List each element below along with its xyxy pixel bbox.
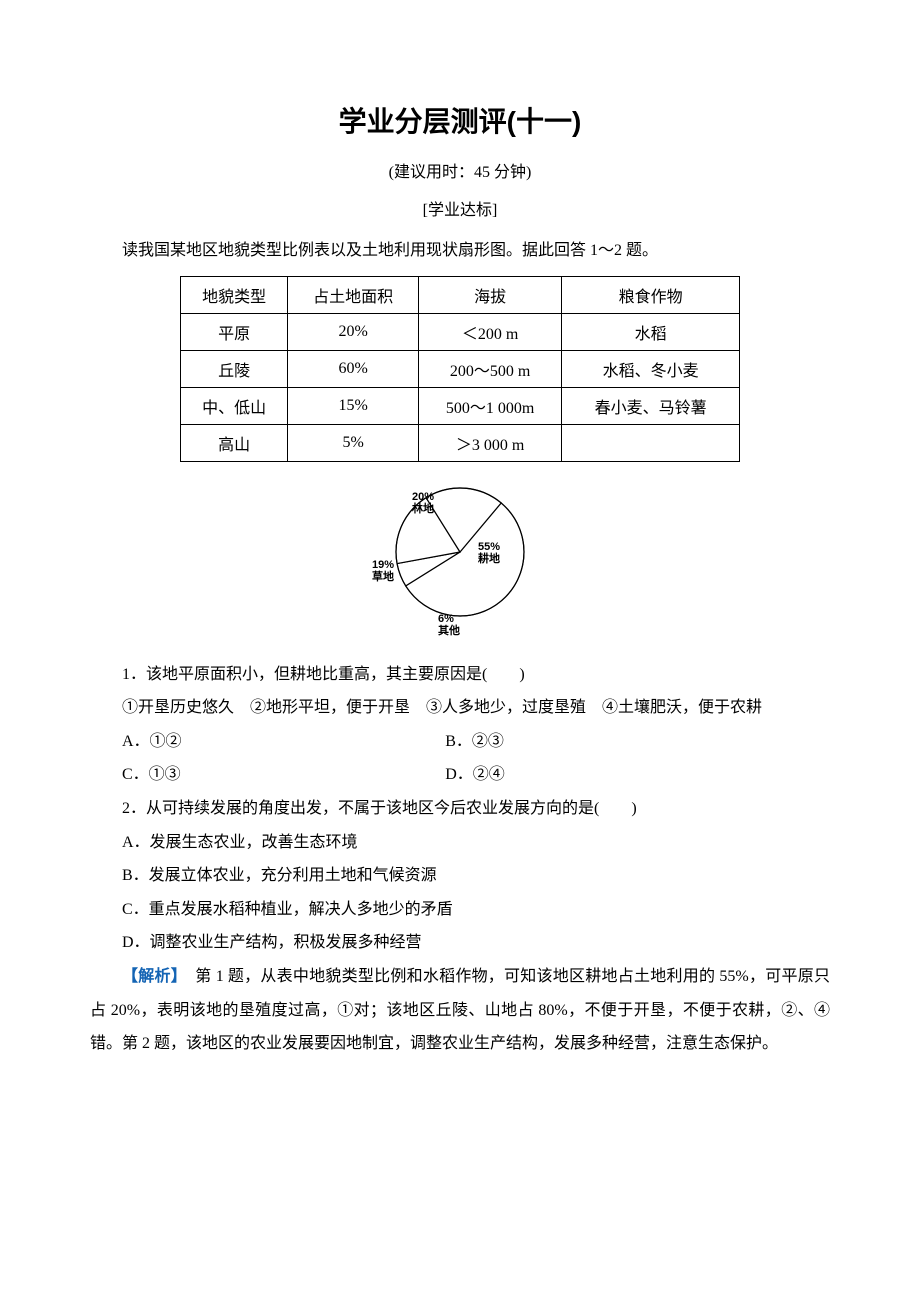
td: 平原 — [181, 313, 288, 350]
svg-text:6%: 6% — [438, 613, 454, 625]
q2-option-c: C．重点发展水稻种植业，解决人多地少的矛盾 — [90, 893, 830, 927]
td: 15% — [288, 387, 419, 424]
intro-text: 读我国某地区地貌类型比例表以及土地利用现状扇形图。据此回答 1～2 题。 — [90, 234, 830, 268]
td: 500～1 000m — [419, 387, 562, 424]
analysis-para: 【解析】 第 1 题，从表中地貌类型比例和水稻作物，可知该地区耕地占土地利用的 … — [90, 960, 830, 1061]
th: 地貌类型 — [181, 276, 288, 313]
q1-option-d: D．②④ — [445, 758, 830, 792]
td: 20% — [288, 313, 419, 350]
q1-choices-numbered: ①开垦历史悠久 ②地形平坦，便于开垦 ③人多地少，过度垦殖 ④土壤肥沃，便于农耕 — [90, 691, 830, 725]
th: 海拔 — [419, 276, 562, 313]
q2-option-a: A．发展生态农业，改善生态环境 — [90, 826, 830, 860]
td: 春小麦、马铃薯 — [562, 387, 740, 424]
td: 水稻、冬小麦 — [562, 350, 740, 387]
q2-option-d: D．调整农业生产结构，积极发展多种经营 — [90, 926, 830, 960]
td: 高山 — [181, 424, 288, 461]
q2-option-b: B．发展立体农业，充分利用土地和气候资源 — [90, 859, 830, 893]
td — [562, 424, 740, 461]
table-row: 平原 20% ＜200 m 水稻 — [181, 313, 740, 350]
svg-text:耕地: 耕地 — [478, 551, 500, 565]
td: 60% — [288, 350, 419, 387]
section-label: [学业达标] — [90, 196, 830, 220]
q2-stem: 2．从可持续发展的角度出发，不属于该地区今后农业发展方向的是( ) — [90, 792, 830, 826]
landform-table: 地貌类型 占土地面积 海拔 粮食作物 平原 20% ＜200 m 水稻 丘陵 6… — [180, 276, 740, 462]
page-title: 学业分层测评(十一) — [90, 100, 830, 140]
q1-option-c: C．①③ — [90, 758, 445, 792]
svg-text:草地: 草地 — [372, 569, 394, 583]
td: ＜200 m — [419, 313, 562, 350]
svg-text:55%: 55% — [478, 541, 500, 553]
svg-text:其他: 其他 — [438, 623, 460, 637]
td: 5% — [288, 424, 419, 461]
analysis-text: 第 1 题，从表中地貌类型比例和水稻作物，可知该地区耕地占土地利用的 55%，可… — [90, 968, 830, 1052]
table-row: 丘陵 60% 200～500 m 水稻、冬小麦 — [181, 350, 740, 387]
svg-text:19%: 19% — [372, 559, 394, 571]
table-header-row: 地貌类型 占土地面积 海拔 粮食作物 — [181, 276, 740, 313]
th: 占土地面积 — [288, 276, 419, 313]
table-row: 中、低山 15% 500～1 000m 春小麦、马铃薯 — [181, 387, 740, 424]
q1-options-row2: C．①③ D．②④ — [90, 758, 830, 792]
table-row: 高山 5% ＞3 000 m — [181, 424, 740, 461]
pie-chart-wrap: 55%耕地 6%其他 19%草地 20%林地 — [90, 472, 830, 642]
svg-text:林地: 林地 — [412, 501, 434, 515]
th: 粮食作物 — [562, 276, 740, 313]
td: 丘陵 — [181, 350, 288, 387]
time-suggestion: (建议用时：45 分钟) — [90, 158, 830, 182]
pie-chart: 55%耕地 6%其他 19%草地 20%林地 — [350, 472, 570, 642]
q1-stem: 1．该地平原面积小，但耕地比重高，其主要原因是( ) — [90, 658, 830, 692]
td: 水稻 — [562, 313, 740, 350]
q1-option-b: B．②③ — [445, 725, 830, 759]
svg-text:20%: 20% — [412, 491, 434, 503]
td: 200～500 m — [419, 350, 562, 387]
td: ＞3 000 m — [419, 424, 562, 461]
analysis-label: 【解析】 — [122, 968, 179, 985]
td: 中、低山 — [181, 387, 288, 424]
q1-options-row1: A．①② B．②③ — [90, 725, 830, 759]
q1-option-a: A．①② — [90, 725, 445, 759]
